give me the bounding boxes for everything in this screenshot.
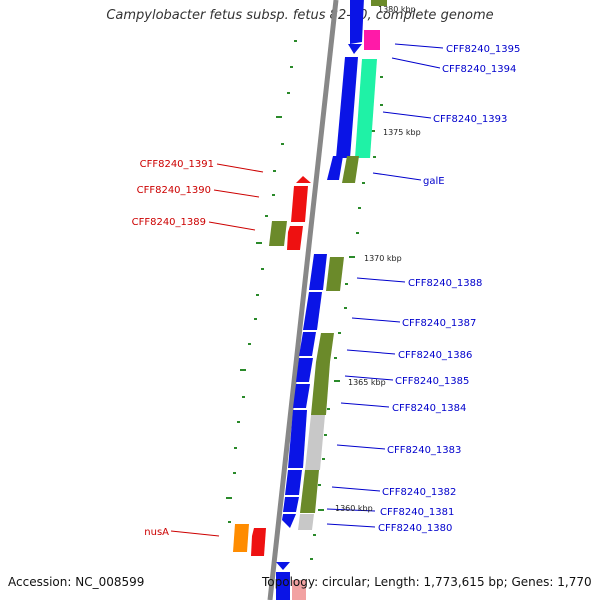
- gene-1380a-feature[interactable]: [282, 514, 296, 528]
- gene-1388-feature[interactable]: [326, 257, 344, 291]
- map-title: Campylobacter fetus subsp. fetus 82-40, …: [106, 8, 494, 23]
- gene-1395-feature[interactable]: [364, 30, 380, 50]
- gene-label-cff8240-1382[interactable]: CFF8240_1382: [382, 487, 456, 498]
- gene-1389-feature[interactable]: [269, 221, 287, 246]
- gene-features-left: [233, 176, 311, 556]
- gene-label-gale[interactable]: galE: [423, 176, 445, 187]
- gene-1389b-feature[interactable]: [287, 226, 303, 250]
- gene-nusB-feature[interactable]: [251, 528, 266, 556]
- tick-label-1380: 1380 kbp: [378, 5, 416, 14]
- gene-label-cff8240-1394[interactable]: CFF8240_1394: [442, 64, 516, 75]
- leader-lines-right: [326, 43, 444, 528]
- gene-label-cff8240-1388[interactable]: CFF8240_1388: [408, 278, 482, 289]
- tick-label-1370: 1370 kbp: [364, 254, 402, 263]
- gene-1388a-feature[interactable]: [309, 254, 327, 290]
- leader-lines-left: [170, 163, 264, 537]
- gene-1382a-feature[interactable]: [285, 470, 302, 495]
- gene-1392-feature[interactable]: [342, 156, 359, 183]
- gene-1386-feature[interactable]: [316, 333, 334, 362]
- gene-label-nusa[interactable]: nusA: [144, 527, 169, 538]
- gene-label-cff8240-1385[interactable]: CFF8240_1385: [395, 376, 469, 387]
- gene-1383-feature[interactable]: [305, 415, 325, 470]
- gene-label-cff8240-1387[interactable]: CFF8240_1387: [402, 318, 476, 329]
- gene-1379a-feature[interactable]: [276, 562, 290, 570]
- scale-dots: [226, 14, 383, 560]
- gene-labels-left: CFF8240_1391 CFF8240_1390 CFF8240_1389 n…: [132, 159, 214, 538]
- gene-1394-feature[interactable]: [336, 57, 358, 158]
- gene-nusA-feature[interactable]: [233, 524, 249, 552]
- gene-label-cff8240-1395[interactable]: CFF8240_1395: [446, 44, 520, 55]
- gene-1380-feature[interactable]: [298, 514, 314, 530]
- gene-label-cff8240-1380[interactable]: CFF8240_1380: [378, 523, 452, 534]
- gene-1387-feature[interactable]: [303, 292, 322, 330]
- gene-label-cff8240-1390[interactable]: CFF8240_1390: [137, 185, 211, 196]
- position-ticks: 1380 kbp 1375 kbp 1370 kbp 1365 kbp 1360…: [335, 5, 421, 513]
- tick-label-1365: 1365 kbp: [348, 378, 386, 387]
- gene-1395a-feature[interactable]: [350, 0, 364, 44]
- topology-text: Topology: circular; Length: 1,773,615 bp…: [262, 575, 592, 589]
- gene-1393-feature[interactable]: [355, 59, 377, 158]
- gene-1385-feature[interactable]: [311, 362, 330, 415]
- gene-1379b-feature[interactable]: [276, 572, 290, 600]
- gene-label-cff8240-1393[interactable]: CFF8240_1393: [433, 114, 507, 125]
- gene-1385a-feature[interactable]: [296, 358, 313, 382]
- gene-1390-feature[interactable]: [291, 186, 308, 222]
- gene-label-cff8240-1384[interactable]: CFF8240_1384: [392, 403, 466, 414]
- accession-text: Accession: NC_008599: [8, 575, 145, 589]
- gene-1384a-feature[interactable]: [293, 384, 310, 408]
- gene-1391-feature[interactable]: [296, 176, 311, 183]
- gene-label-cff8240-1391[interactable]: CFF8240_1391: [140, 159, 214, 170]
- gene-label-cff8240-1386[interactable]: CFF8240_1386: [398, 350, 472, 361]
- gene-1381a-feature[interactable]: [283, 497, 299, 512]
- gene-label-cff8240-1383[interactable]: CFF8240_1383: [387, 445, 461, 456]
- tick-label-1360: 1360 kbp: [335, 504, 373, 513]
- gene-label-cff8240-1381[interactable]: CFF8240_1381: [380, 507, 454, 518]
- gene-labels-right: CFF8240_1395 CFF8240_1394 CFF8240_1393 g…: [378, 44, 520, 534]
- gene-1396-feature[interactable]: [371, 0, 387, 6]
- gene-1392a-feature[interactable]: [327, 156, 343, 180]
- gene-label-cff8240-1389[interactable]: CFF8240_1389: [132, 217, 206, 228]
- genome-backbone: [267, 0, 339, 600]
- gene-1395b-feature[interactable]: [348, 44, 362, 54]
- gene-1379c-feature[interactable]: [292, 580, 306, 600]
- tick-label-1375: 1375 kbp: [383, 128, 421, 137]
- gene-1382-feature[interactable]: [300, 470, 319, 513]
- gene-1386a-feature[interactable]: [299, 332, 316, 356]
- gene-1383a-feature[interactable]: [288, 410, 307, 468]
- gene-features-right: [276, 0, 387, 600]
